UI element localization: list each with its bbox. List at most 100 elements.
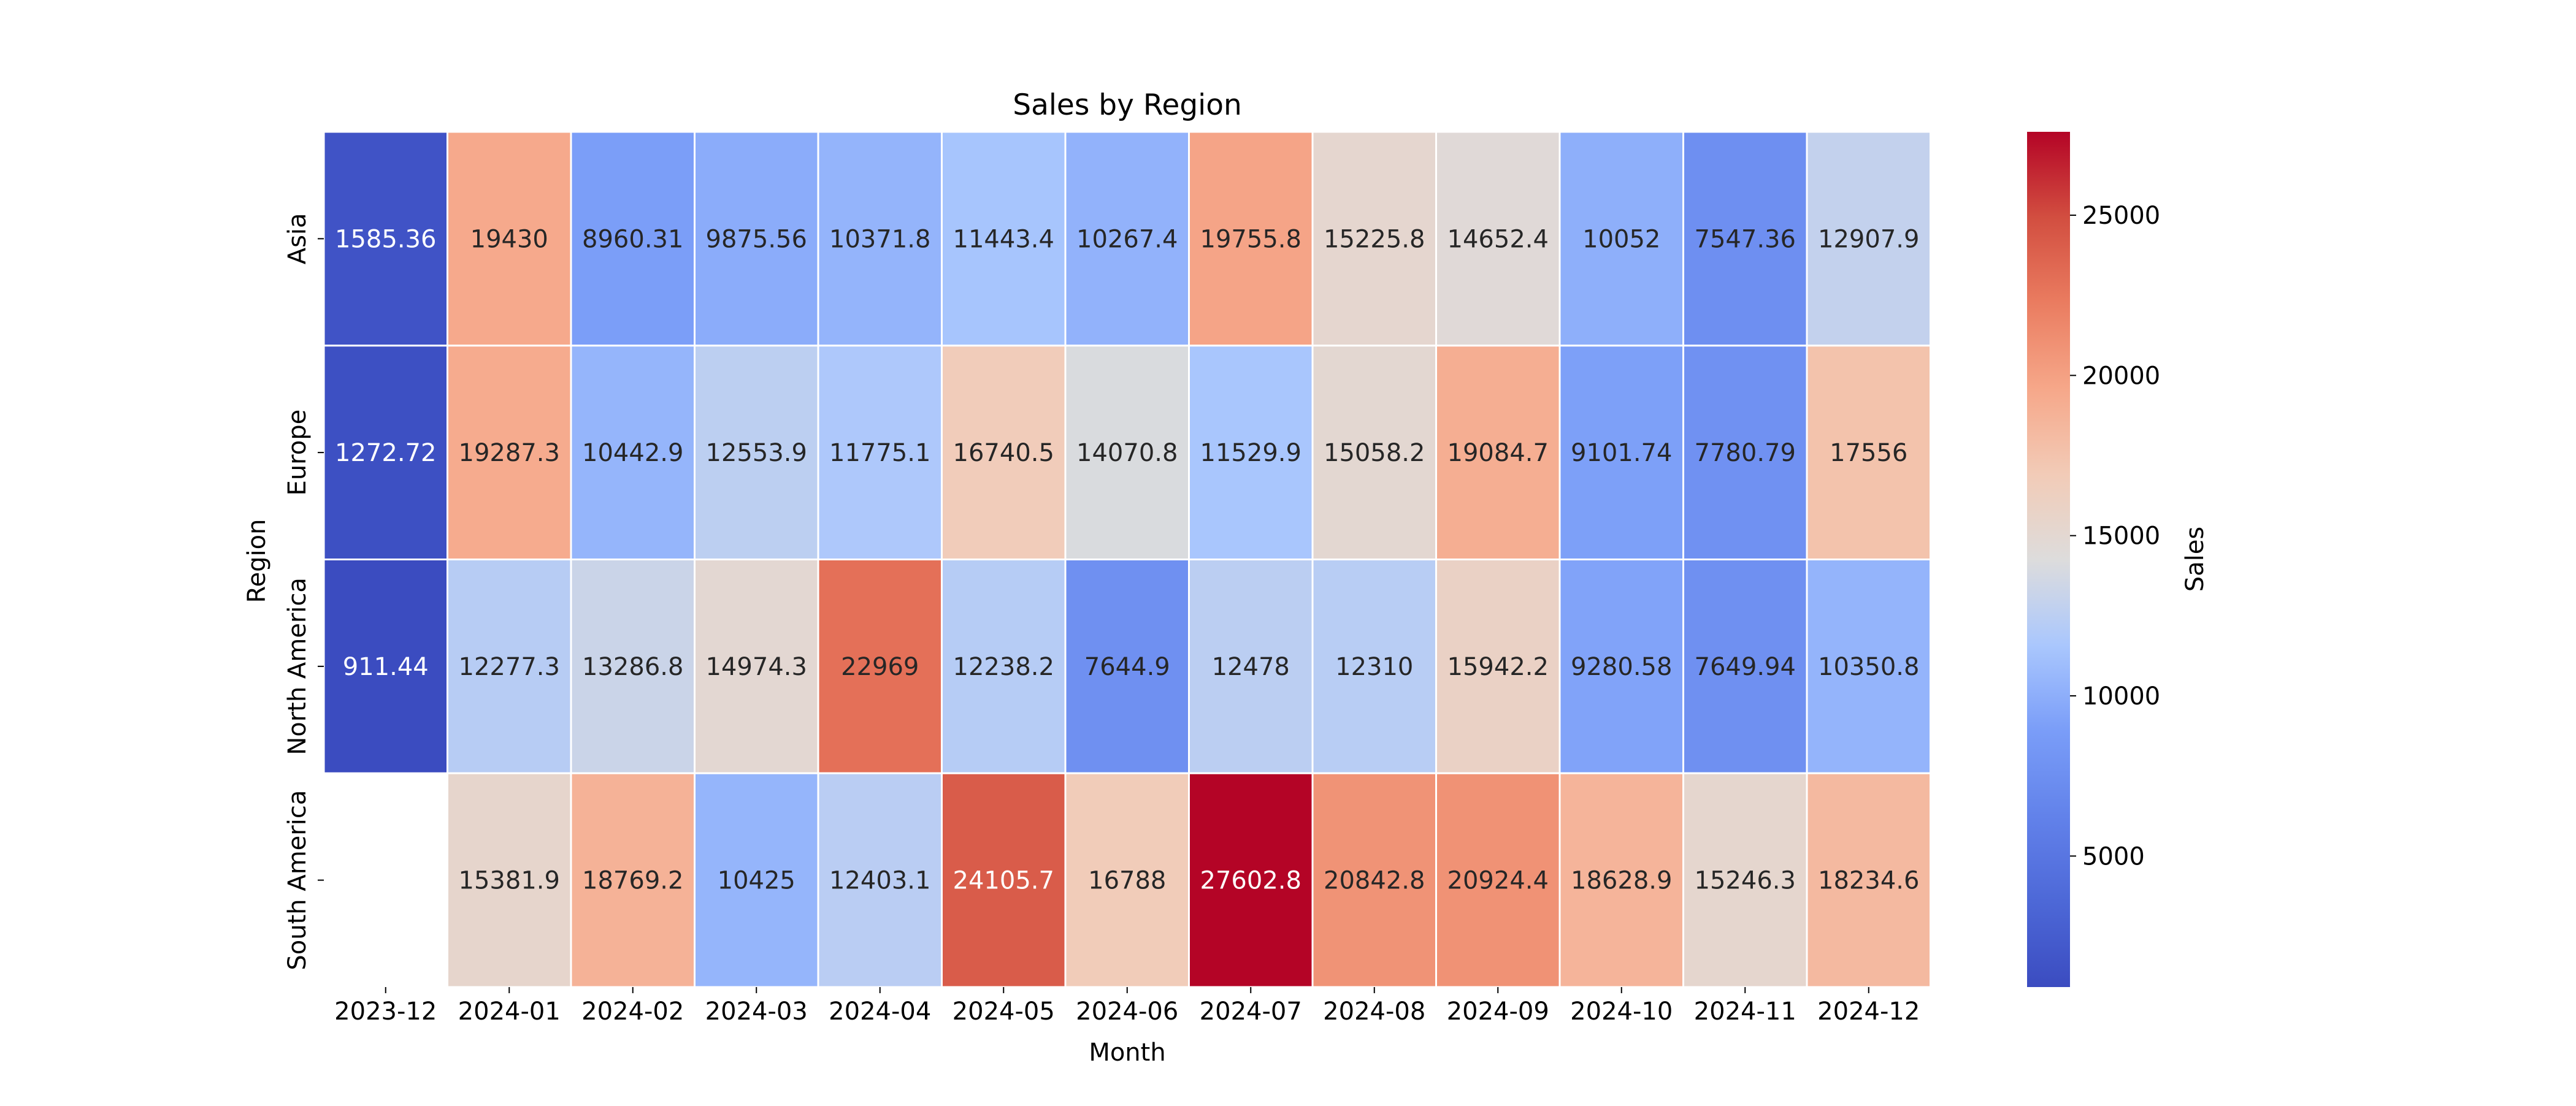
heatmap-cell [570, 345, 696, 560]
cell-value-label: 9875.56 [706, 225, 807, 253]
cell-value-label: 12478 [1212, 653, 1290, 681]
cell-value-label: 8960.31 [582, 225, 683, 253]
heatmap-cell [694, 131, 819, 347]
cell-value-label: 15058.2 [1324, 439, 1425, 467]
cell-value-label: 16788 [1088, 867, 1166, 895]
x-tick-label: 2024-02 [581, 997, 684, 1026]
heatmap-cell [694, 772, 819, 988]
cell-value-label: 22969 [841, 653, 919, 681]
heatmap-cell [1558, 772, 1684, 988]
heatmap-cell [1311, 559, 1437, 774]
cell-value-label: 10442.9 [582, 439, 683, 467]
heatmap-cell [941, 345, 1067, 560]
heatmap-cell [1806, 131, 1931, 347]
colorbar-tick-label: 5000 [2082, 842, 2145, 871]
heatmap-cell [1188, 772, 1314, 988]
colorbar-tick-label: 25000 [2082, 202, 2160, 230]
x-axis-label: Month [1089, 1039, 1165, 1067]
x-tick-label: 2024-08 [1323, 997, 1425, 1026]
chart-title: Sales by Region [1013, 88, 1242, 122]
cell-value-label: 10425 [718, 867, 795, 895]
y-axis-label: Region [243, 519, 271, 603]
heatmap-cell [1188, 131, 1314, 347]
cell-value-label: 15381.9 [459, 867, 560, 895]
cell-value-label: 7644.9 [1084, 653, 1170, 681]
cell-value-label: 7649.94 [1695, 653, 1796, 681]
heatmap-cell [1435, 345, 1561, 560]
cell-value-label: 10371.8 [829, 225, 930, 253]
colorbar-ticks: 5000 10000 15000 20000 25000 [2070, 202, 2160, 871]
cell-value-label: 11443.4 [953, 225, 1054, 253]
heatmap-cell [1311, 345, 1437, 560]
colorbar-tick-label: 15000 [2082, 522, 2160, 551]
cell-value-label: 18234.6 [1818, 867, 1919, 895]
x-axis-ticks: 2023-12 2024-01 2024-02 2024-03 2024-04 2024-… [334, 987, 1920, 1026]
cell-value-label: 12310 [1335, 653, 1413, 681]
heatmap-cell [1806, 772, 1931, 988]
heatmap-cell [447, 131, 572, 347]
cell-value-label: 19430 [470, 225, 548, 253]
cell-value-label: 11775.1 [829, 439, 930, 467]
x-tick-label: 2024-07 [1200, 997, 1302, 1026]
heatmap-cell [1682, 345, 1808, 560]
cell-value-label: 7780.79 [1695, 439, 1796, 467]
x-tick-label: 2024-10 [1570, 997, 1673, 1026]
heatmap-cell [1311, 772, 1437, 988]
cell-value-label: 1272.72 [335, 439, 436, 467]
cell-value-label: 10052 [1582, 225, 1660, 253]
heatmap-cell [817, 559, 943, 774]
heatmap-cell [1806, 559, 1931, 774]
heatmap-cells: 1585.36 19430 8960.31 9875.56 10371.8 11443.4… [323, 131, 1931, 988]
heatmap-cell [1806, 345, 1931, 560]
x-tick-label: 2024-06 [1076, 997, 1178, 1026]
cell-value-label: 12553.9 [706, 439, 807, 467]
y-tick-label: South America [283, 790, 312, 971]
cell-value-label: 18769.2 [582, 867, 683, 895]
cell-value-label: 911.44 [343, 653, 429, 681]
heatmap-cell [941, 131, 1067, 347]
heatmap-cell [447, 772, 572, 988]
cell-value-label: 19084.7 [1447, 439, 1549, 467]
heatmap-cell [1435, 772, 1561, 988]
x-tick-label: 2024-01 [458, 997, 561, 1026]
cell-value-label: 11529.9 [1200, 439, 1301, 467]
heatmap-cell [694, 345, 819, 560]
heatmap-cell [1188, 345, 1314, 560]
heatmap-cell [1064, 772, 1190, 988]
heatmap-cell [1064, 345, 1190, 560]
cell-value-label: 19287.3 [459, 439, 560, 467]
cell-value-label: 20842.8 [1324, 867, 1425, 895]
cell-value-label: 7547.36 [1695, 225, 1796, 253]
cell-value-label: 18628.9 [1571, 867, 1672, 895]
y-tick-label: Asia [283, 213, 312, 264]
heatmap-cell [1558, 559, 1684, 774]
x-tick-label: 2024-03 [705, 997, 808, 1026]
cell-value-label: 14974.3 [706, 653, 807, 681]
colorbar [2027, 132, 2070, 987]
heatmap-cell [1435, 131, 1561, 347]
heatmap-cell [1682, 131, 1808, 347]
y-axis-ticks: Asia Europe North America South America [283, 213, 324, 971]
x-tick-label: 2023-12 [334, 997, 437, 1026]
heatmap-cell [323, 345, 448, 560]
x-tick-label: 2024-09 [1447, 997, 1549, 1026]
heatmap-cell [1682, 772, 1808, 988]
cell-value-label: 13286.8 [582, 653, 683, 681]
heatmap-cell [447, 559, 572, 774]
cell-value-label: 9101.74 [1571, 439, 1672, 467]
cell-value-label: 15942.2 [1447, 653, 1549, 681]
cell-value-label: 12907.9 [1818, 225, 1919, 253]
heatmap-cell [817, 131, 943, 347]
cell-value-label: 12238.2 [953, 653, 1054, 681]
heatmap-cell [570, 131, 696, 347]
cell-value-label: 27602.8 [1200, 867, 1301, 895]
cell-value-label: 12403.1 [829, 867, 930, 895]
cell-value-label: 10350.8 [1818, 653, 1919, 681]
heatmap-cell [817, 345, 943, 560]
heatmap-cell [570, 559, 696, 774]
cell-value-label: 15225.8 [1324, 225, 1425, 253]
heatmap-cell [1435, 559, 1561, 774]
cell-value-label: 10267.4 [1076, 225, 1178, 253]
cell-value-label: 9280.58 [1571, 653, 1672, 681]
